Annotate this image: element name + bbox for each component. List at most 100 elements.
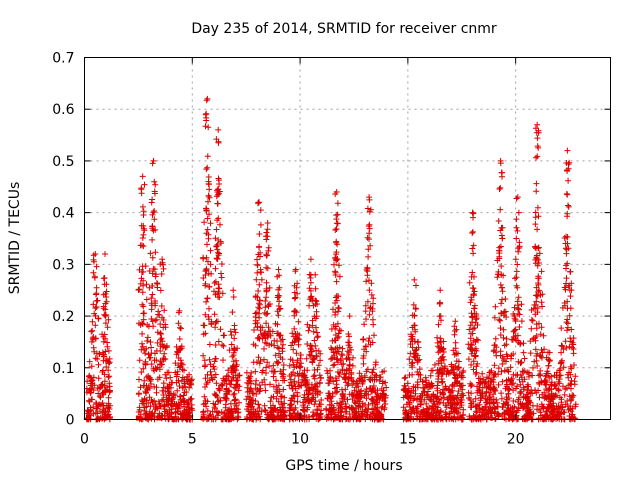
data-point (236, 399, 242, 406)
data-point (496, 247, 503, 254)
data-point (371, 376, 378, 383)
data-point (334, 355, 341, 362)
data-point (460, 406, 467, 413)
data-point (410, 383, 417, 390)
data-point (244, 406, 250, 413)
data-point (150, 209, 157, 216)
data-point (99, 382, 106, 389)
data-point (176, 405, 183, 411)
data-point (280, 386, 287, 393)
data-point (103, 364, 110, 370)
data-point (437, 409, 443, 415)
data-point (407, 395, 414, 402)
data-point (160, 380, 167, 387)
data-point (149, 399, 156, 405)
data-point (557, 360, 564, 367)
data-point (486, 400, 493, 407)
data-point (478, 412, 485, 419)
data-point (411, 409, 418, 416)
data-point (330, 362, 337, 369)
data-point (558, 409, 565, 416)
data-point (364, 298, 371, 305)
data-point (263, 264, 270, 271)
data-point (211, 391, 218, 397)
data-point (92, 355, 99, 362)
data-point (497, 348, 504, 355)
data-point (256, 305, 263, 312)
data-point (87, 382, 94, 389)
data-point (465, 356, 472, 363)
data-point (532, 311, 539, 318)
data-point (269, 328, 276, 335)
data-point (187, 381, 194, 388)
data-point (139, 235, 146, 241)
data-point (333, 294, 339, 301)
data-point (308, 381, 315, 388)
data-point (528, 316, 535, 323)
data-point (163, 375, 170, 382)
data-point (506, 386, 513, 393)
data-point (363, 343, 369, 350)
data-point (571, 362, 577, 368)
data-point (206, 186, 213, 193)
data-point (222, 415, 229, 422)
zero-point (135, 415, 141, 421)
data-point (382, 379, 389, 386)
data-point (202, 330, 209, 337)
data-point (264, 220, 271, 226)
data-point (313, 298, 320, 305)
y-tick-label: 0.5 (52, 154, 74, 170)
data-point (277, 406, 283, 413)
data-point (204, 153, 211, 160)
data-point (472, 352, 479, 359)
data-point (360, 360, 367, 367)
data-point (309, 359, 316, 366)
data-point (177, 345, 184, 352)
data-point (338, 351, 345, 358)
data-point (289, 330, 296, 337)
data-point (469, 230, 476, 236)
data-point (258, 408, 265, 415)
data-point (536, 320, 542, 327)
data-point (532, 125, 539, 132)
data-point (413, 282, 419, 289)
data-point (252, 385, 259, 392)
data-point (332, 272, 339, 278)
data-point (186, 384, 193, 391)
data-point (343, 370, 350, 377)
data-point (312, 285, 319, 292)
data-point (176, 307, 183, 314)
data-point (466, 413, 473, 420)
data-point (188, 405, 195, 412)
data-point (412, 405, 419, 412)
data-point (366, 376, 373, 383)
data-point (139, 263, 146, 270)
data-point (433, 409, 440, 416)
data-point (142, 350, 149, 357)
data-point (499, 288, 506, 295)
data-point (152, 317, 159, 324)
data-point (138, 185, 145, 192)
data-point (311, 313, 318, 320)
data-point (360, 336, 367, 343)
data-point (569, 339, 576, 346)
data-point (160, 355, 167, 362)
data-point (364, 234, 371, 241)
data-point (231, 326, 238, 333)
data-point (417, 372, 424, 378)
data-point (366, 287, 373, 294)
data-point (560, 364, 567, 371)
data-point (564, 398, 571, 404)
data-point (175, 320, 182, 327)
data-point (469, 245, 476, 252)
data-point (262, 407, 269, 414)
data-point (158, 335, 165, 342)
data-point (290, 385, 296, 392)
data-point (536, 394, 543, 401)
data-point (571, 381, 578, 388)
data-point (203, 267, 210, 273)
data-point (100, 338, 107, 345)
data-point (460, 367, 467, 374)
data-point (471, 288, 478, 295)
data-point (152, 226, 159, 233)
